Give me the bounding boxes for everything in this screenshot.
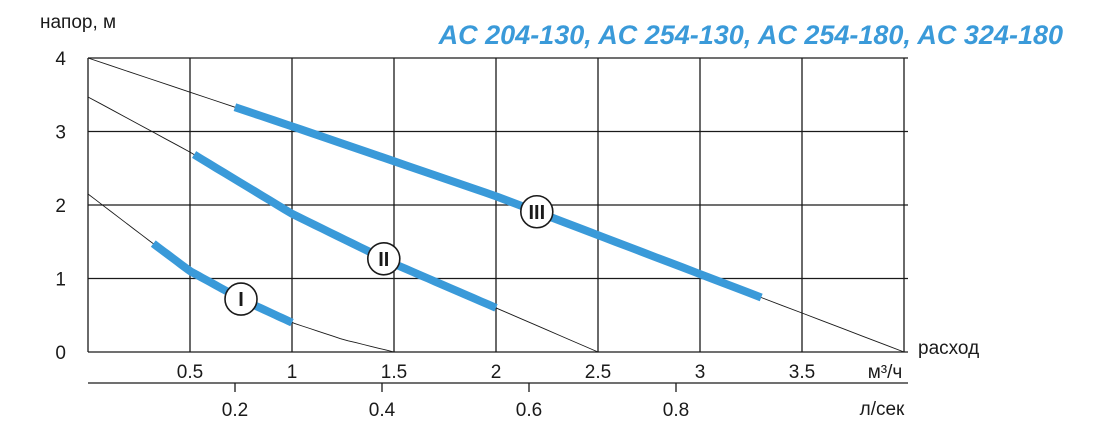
curve-ii-line — [87, 96, 599, 353]
y-tick-label: 4 — [55, 49, 66, 70]
y-tick-label: 1 — [55, 270, 66, 291]
x-tick-label: 1 — [287, 362, 298, 383]
curve-i-line — [87, 193, 395, 353]
x2-tick-label: 0.6 — [516, 400, 542, 421]
x2-axis-unit-label: л/сек — [860, 399, 905, 420]
curve-ii-working-range — [192, 151, 498, 312]
y-tick-label: 2 — [55, 196, 66, 217]
x2-tick-label: 0.2 — [222, 400, 248, 421]
highlighted-segments — [150, 103, 763, 327]
y-tick-labels: 0 1 2 3 4 — [55, 49, 66, 364]
x-axis-unit-label: м³/ч — [868, 362, 903, 383]
curve-ii-marker: II — [366, 242, 401, 276]
curve-i-marker-circle — [224, 282, 258, 316]
curve-i-working-range — [150, 240, 294, 327]
curve-iii-marker: III — [519, 194, 554, 229]
curve-iii-marker-label: III — [528, 202, 545, 224]
curve-i-marker: I — [224, 282, 258, 316]
y-axis-label: напор, м — [40, 12, 116, 33]
x-tick-label: 3.5 — [789, 362, 815, 383]
x2-tick-label: 0.4 — [369, 400, 396, 421]
curve-i-marker-label: I — [238, 289, 244, 311]
x-tick-label: 0.5 — [177, 362, 203, 383]
x-tick-labels: 0.5 1 1.5 2 2.5 3 3.5 — [177, 362, 815, 383]
chart-title: AC 204-130, AC 254-130, AC 254-180, AC 3… — [438, 20, 1063, 50]
x2-tick-label: 0.8 — [663, 400, 689, 421]
y-tick-label: 0 — [55, 343, 66, 364]
curve-ii-marker-circle — [366, 242, 401, 276]
x-tick-label: 3 — [695, 362, 706, 383]
curve-iii-working-range — [233, 103, 763, 302]
curve-iii-marker-circle — [519, 194, 554, 229]
x2-tick-labels: 0.2 0.4 0.6 0.8 — [222, 400, 689, 421]
curve-ii-marker-label: II — [378, 249, 389, 271]
x-axis-label: расход — [918, 338, 979, 359]
y-tick-label: 3 — [55, 123, 66, 144]
x-tick-label: 2 — [491, 362, 502, 383]
x-tick-label: 1.5 — [381, 362, 407, 383]
x-tick-label: 2.5 — [585, 362, 611, 383]
grid — [87, 57, 908, 392]
